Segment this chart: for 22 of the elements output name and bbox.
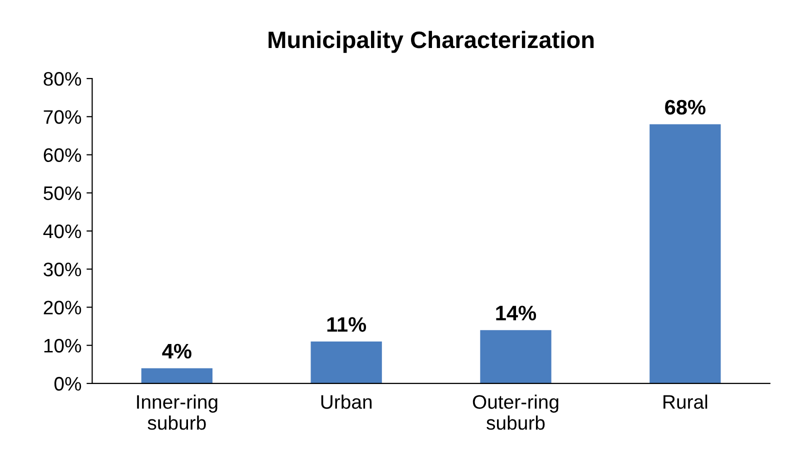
data-label: 4% (162, 344, 192, 358)
x-tick-label: Urban (321, 394, 372, 409)
y-tick-label: 0% (54, 376, 82, 391)
data-label: 68% (665, 100, 706, 115)
y-tick-label: 80% (44, 72, 82, 86)
x-tick-label: Outer-ring suburb (472, 394, 558, 430)
bar (141, 368, 212, 384)
bar (650, 124, 721, 384)
chart-title: Municipality Characterization (268, 30, 594, 53)
x-tick-label: Inner-ring suburb (137, 394, 218, 430)
x-tick-label: Rural (664, 394, 708, 409)
data-label: 11% (327, 317, 366, 332)
y-tick-label: 70% (44, 110, 82, 124)
y-tick-label: 20% (44, 300, 82, 314)
y-tick-label: 30% (44, 262, 82, 276)
bar (480, 330, 552, 384)
y-tick-label: 60% (44, 148, 82, 162)
y-tick-label: 50% (44, 186, 82, 200)
bar (310, 342, 382, 384)
y-tick-label: 40% (43, 224, 82, 238)
data-label: 14% (496, 306, 536, 320)
y-tick-label: 10% (44, 338, 82, 353)
